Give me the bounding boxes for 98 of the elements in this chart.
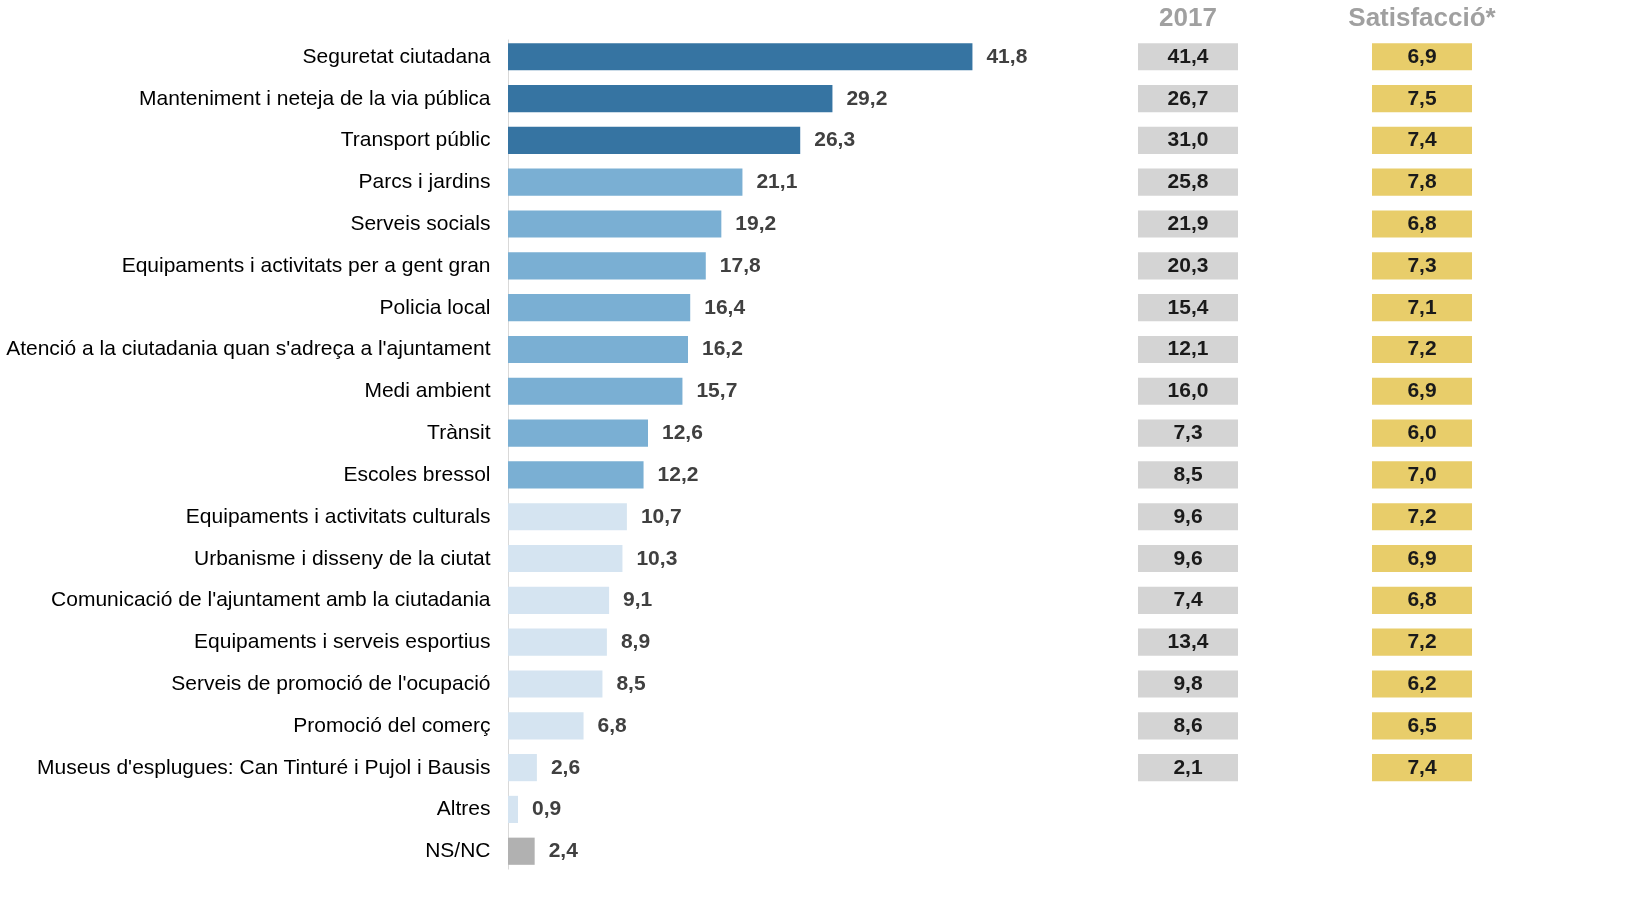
data-label: 9,1 (623, 587, 653, 611)
data-label: 10,7 (640, 503, 682, 527)
data-label: 19,2 (735, 211, 777, 235)
bar (508, 628, 607, 656)
bar (508, 84, 833, 113)
text: 6,8 (1407, 211, 1437, 235)
data-label: 10,3 (636, 545, 678, 569)
text: 9,6 (1173, 503, 1203, 527)
text: 7,4 (1173, 587, 1203, 611)
bar (508, 168, 743, 196)
data-label: 16,2 (702, 336, 743, 360)
y-tick-label: Atenció a la ciutadania quan s'adreça a l'ajuntament (6, 336, 491, 360)
y-tick-label: Medi ambient (364, 378, 491, 402)
bar (508, 210, 722, 238)
data-label: 2,4 (548, 838, 579, 862)
data-label: 15,7 (696, 378, 738, 402)
text: 6,9 (1407, 545, 1437, 569)
text: 7,5 (1407, 85, 1437, 109)
text: 7,4 (1407, 127, 1437, 151)
y-tick-label: Museus d'esplugues: Can Tinturé i Pujol i Bausis (37, 754, 491, 778)
y-tick-label: Trànsit (427, 420, 491, 444)
y-tick-label: Parcs i jardins (358, 169, 491, 193)
text: 8,5 (1173, 461, 1203, 485)
text: 9,8 (1173, 670, 1203, 694)
text: 16,0 (1167, 378, 1209, 402)
bar (508, 461, 644, 489)
y-tick-label: Comunicació de l'ajuntament amb la ciutadania (51, 587, 491, 611)
text: 6,9 (1407, 43, 1437, 67)
y-tick-label: Equipaments i activitats culturals (185, 503, 491, 527)
y-tick-label: Escoles bressol (343, 461, 491, 485)
text: 7,2 (1407, 336, 1437, 360)
y-tick-label: Urbanisme i disseny de la ciutat (194, 545, 491, 569)
data-label: 26,3 (814, 127, 856, 151)
y-tick-label: Altres (436, 796, 491, 820)
y-tick-label: Equipaments i serveis esportius (194, 629, 491, 653)
y-tick-label: Transport públic (340, 127, 491, 151)
bar (508, 294, 691, 322)
bar (508, 503, 627, 531)
bar (508, 586, 610, 614)
text: 6,9 (1407, 378, 1437, 402)
data-label: 17,8 (719, 252, 761, 276)
text: 7,3 (1173, 420, 1203, 444)
y-tick-label: Policia local (379, 294, 491, 318)
data-label: 2,6 (550, 754, 581, 778)
text: 6,0 (1407, 420, 1437, 444)
text: 41,4 (1167, 43, 1209, 67)
text: 8,6 (1173, 712, 1203, 736)
data-label: 8,5 (616, 670, 646, 694)
bar (508, 712, 584, 740)
bar (508, 837, 535, 865)
text: 7,2 (1407, 503, 1437, 527)
y-tick-label: NS/NC (425, 838, 491, 862)
text: 7,1 (1407, 294, 1437, 318)
bar (508, 795, 518, 824)
y-tick-label: Promoció del comerç (293, 712, 491, 736)
text: 6,8 (1407, 587, 1437, 611)
text: 13,4 (1167, 629, 1209, 653)
data-label: 8,9 (620, 629, 651, 653)
text: 31,0 (1167, 127, 1209, 151)
text: 26,7 (1167, 85, 1209, 109)
text: 6,2 (1407, 670, 1437, 694)
data-label: 29,2 (846, 85, 888, 109)
y-tick-label: Manteniment i neteja de la via pública (139, 85, 491, 109)
data-label: 12,6 (662, 420, 703, 444)
bar (508, 43, 973, 71)
y-tick-label: Serveis socials (350, 211, 491, 235)
y-tick-label: Serveis de promoció de l'ocupació (171, 670, 491, 694)
text: 2017 (1159, 2, 1217, 32)
text: 21,9 (1167, 211, 1209, 235)
data-label: 21,1 (756, 169, 798, 193)
bar (508, 126, 801, 154)
bar (508, 670, 603, 698)
text: 6,5 (1407, 712, 1437, 736)
text: 7,3 (1407, 252, 1437, 276)
text: 15,4 (1167, 294, 1209, 318)
text: 25,8 (1167, 169, 1209, 193)
data-label: 0,9 (532, 796, 562, 820)
text: 20,3 (1167, 252, 1209, 276)
text: 12,1 (1167, 336, 1209, 360)
data-label: 6,8 (597, 712, 628, 736)
text: 7,4 (1407, 754, 1437, 778)
bar (508, 252, 706, 280)
bar (508, 544, 623, 573)
text: 7,0 (1407, 461, 1437, 485)
bar (508, 419, 648, 447)
data-label: 41,8 (986, 43, 1028, 67)
text: 2,1 (1173, 754, 1203, 778)
bar (508, 754, 537, 782)
text: 9,6 (1173, 545, 1203, 569)
text: 7,8 (1407, 169, 1437, 193)
data-label: 12,2 (657, 461, 699, 485)
y-tick-label: Equipaments i activitats per a gent gran (121, 252, 491, 276)
text: 7,2 (1407, 629, 1437, 653)
bar (508, 377, 683, 405)
bar (508, 335, 688, 364)
text: Satisfacció* (1348, 2, 1497, 32)
y-tick-label: Seguretat ciutadana (302, 43, 491, 67)
data-label: 16,4 (704, 294, 746, 318)
